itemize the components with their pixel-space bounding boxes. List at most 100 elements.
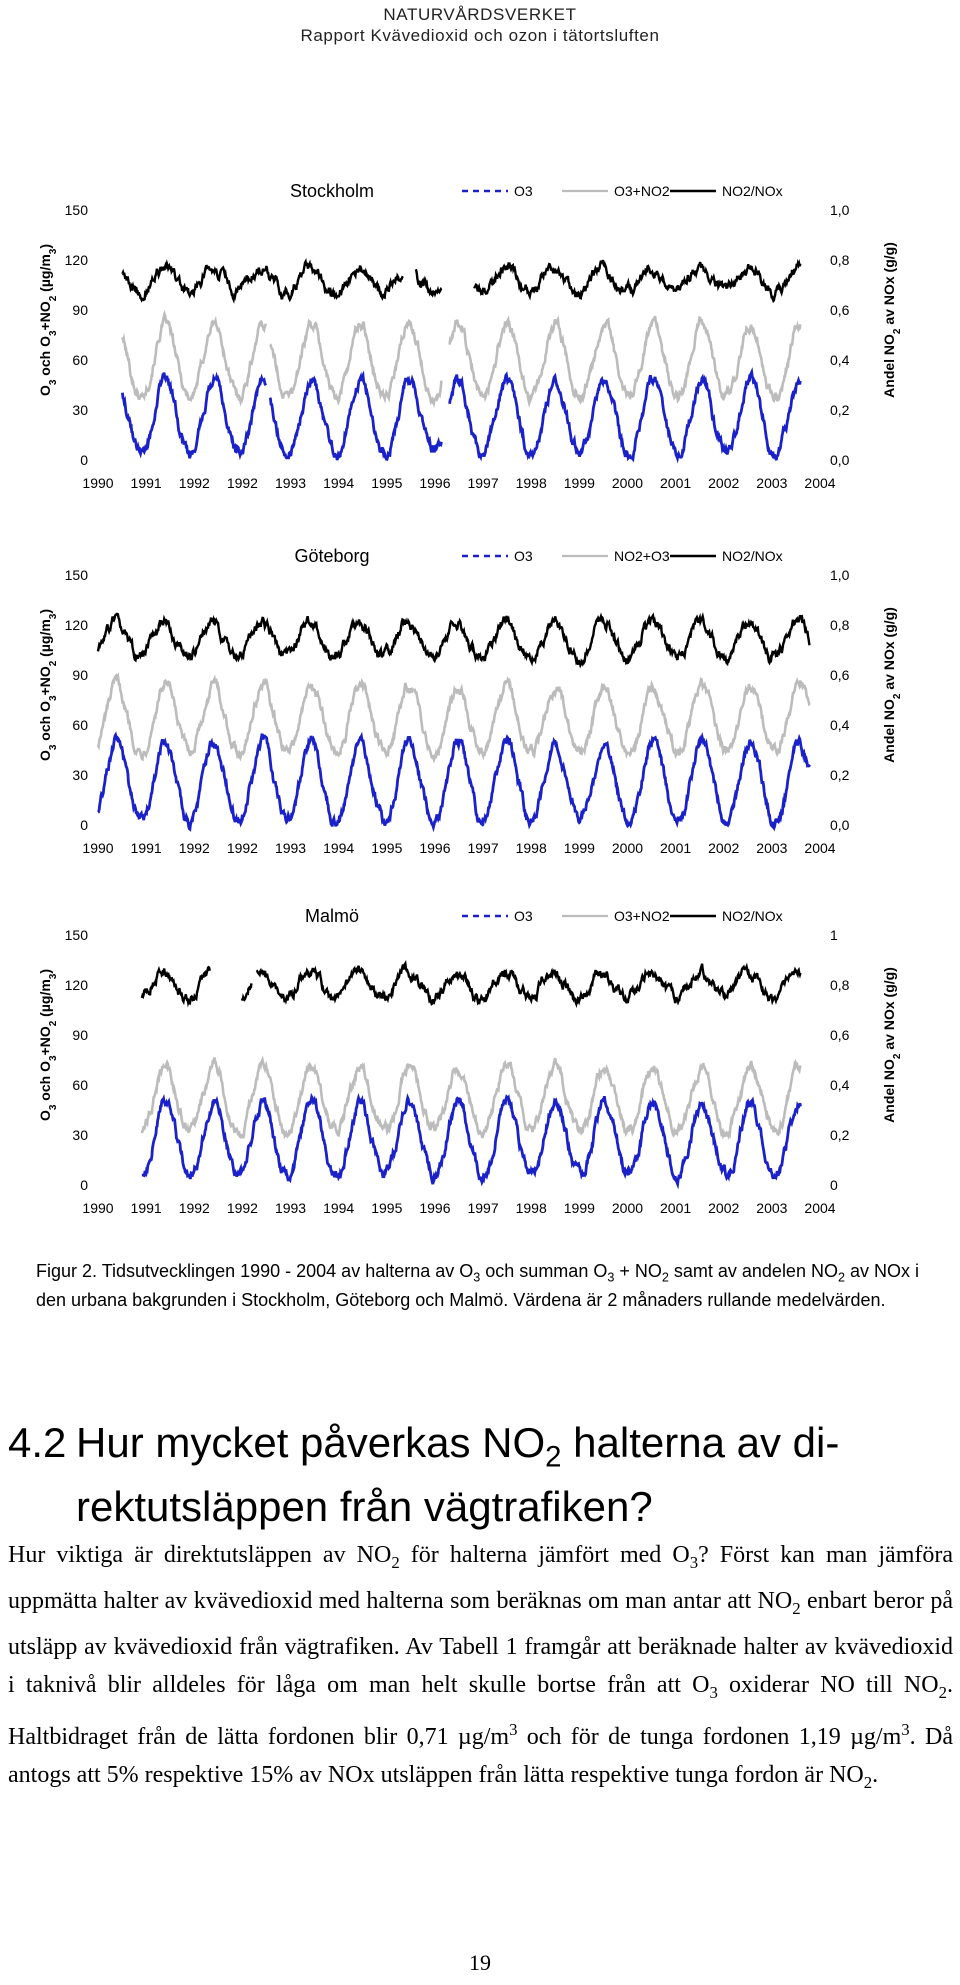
x-tick-label: 1992	[179, 475, 210, 491]
figure-caption: Figur 2. Tidsutvecklingen 1990 - 2004 av…	[36, 1261, 919, 1310]
y-left-tick-label: 0	[80, 817, 88, 833]
x-tick-label: 1992	[227, 475, 258, 491]
section-title-line2: rektutsläppen från vägtrafiken?	[76, 1483, 653, 1531]
y-axis-right-title: Andel NO2 av NOx (g/g)	[881, 607, 903, 763]
series-line-o3	[97, 731, 812, 833]
y-right-tick-label: 0,8	[830, 252, 850, 268]
y-right-tick-label: 0,2	[830, 1127, 850, 1143]
x-tick-label: 1991	[131, 475, 162, 491]
x-tick-label: 2001	[660, 1200, 691, 1216]
x-tick-label: 1991	[131, 840, 162, 856]
x-tick-label: 2004	[804, 1200, 835, 1216]
x-tick-label: 2002	[708, 840, 739, 856]
x-tick-label: 1990	[82, 840, 113, 856]
x-tick-label: 2004	[804, 840, 835, 856]
chart-title: Malmö	[305, 906, 359, 926]
x-tick-label: 2000	[612, 475, 643, 491]
section-heading: 4.2 Hur mycket påverkas NO2 halterna av d…	[8, 1418, 938, 1532]
y-right-tick-label: 0,8	[830, 977, 850, 993]
y-left-tick-label: 0	[80, 452, 88, 468]
x-tick-label: 2003	[756, 840, 787, 856]
y-right-tick-label: 0,6	[830, 667, 850, 683]
y-right-tick-label: 1,0	[830, 202, 850, 218]
x-tick-label: 2003	[756, 1200, 787, 1216]
y-right-tick-label: 1	[830, 927, 838, 943]
legend-sum-label: NO2+O3	[614, 548, 670, 564]
x-tick-label: 2003	[756, 475, 787, 491]
x-tick-label: 1999	[564, 840, 595, 856]
chart-title: Stockholm	[290, 181, 374, 201]
y-right-tick-label: 0,6	[830, 1027, 850, 1043]
x-tick-label: 2000	[612, 840, 643, 856]
x-tick-label: 1997	[467, 1200, 498, 1216]
legend-ratio-label: NO2/NOx	[722, 548, 783, 564]
y-left-tick-label: 60	[72, 717, 88, 733]
y-left-tick-label: 30	[72, 767, 88, 783]
y-right-tick-label: 0,0	[830, 817, 850, 833]
legend: O3 NO2+O3 NO2/NOx	[462, 548, 783, 564]
legend-o3-label: O3	[514, 548, 533, 564]
x-tick-label: 1992	[179, 840, 210, 856]
x-tick-label: 1999	[564, 1200, 595, 1216]
y-axis-left-title: O3 och O3+NO2 (µg/m3)	[37, 244, 59, 396]
series-line-sum	[140, 1055, 802, 1141]
legend-o3-label: O3	[514, 908, 533, 924]
legend-o3-label: O3	[514, 183, 533, 199]
x-tick-label: 1996	[419, 475, 450, 491]
y-left-tick-label: 120	[65, 252, 89, 268]
y-right-tick-label: 0,2	[830, 767, 850, 783]
x-tick-label: 1993	[275, 1200, 306, 1216]
org-name: NATURVÅRDSVERKET	[383, 5, 577, 24]
x-tick-label: 2001	[660, 840, 691, 856]
y-right-tick-label: 0,6	[830, 302, 850, 318]
legend-ratio-label: NO2/NOx	[722, 183, 783, 199]
y-left-tick-label: 150	[65, 202, 89, 218]
y-left-tick-label: 150	[65, 567, 89, 583]
chart-goteborg: Göteborg 0 30 60 90 120 150 0,0 0,2 0,4 0,6 0,8 1,0 1…	[0, 535, 960, 875]
y-left-tick-label: 150	[65, 927, 89, 943]
y-left-tick-label: 90	[72, 1027, 88, 1043]
series-line-sum	[96, 672, 811, 764]
series-line-ratio	[121, 257, 802, 304]
x-tick-label: 1992	[227, 1200, 258, 1216]
y-left-tick-label: 30	[72, 402, 88, 418]
x-tick-label: 1992	[179, 1200, 210, 1216]
y-right-tick-label: 0	[830, 1177, 838, 1193]
y-axis-left-title: O3 och O3+NO2 (µg/m3)	[37, 969, 59, 1121]
y-right-tick-label: 0,0	[830, 452, 850, 468]
report-title: Rapport Kvävedioxid och ozon i tätortslu…	[300, 26, 660, 45]
y-right-tick-label: 0,8	[830, 617, 850, 633]
x-tick-label: 1998	[516, 1200, 547, 1216]
x-tick-label: 1992	[227, 840, 258, 856]
x-tick-label: 1994	[323, 1200, 354, 1216]
y-left-tick-label: 60	[72, 1077, 88, 1093]
y-left-tick-label: 120	[65, 977, 89, 993]
x-tick-label: 1998	[516, 840, 547, 856]
x-tick-label: 1990	[82, 475, 113, 491]
x-tick-label: 2002	[708, 1200, 739, 1216]
body-paragraph: Hur viktiga är direktutsläppen av NO2 fö…	[8, 1542, 954, 1793]
x-tick-label: 1998	[516, 475, 547, 491]
series-line-o3	[141, 1092, 802, 1190]
chart-stockholm: Stockholm 0 30 60 90 120 150 0,0 0,2 0,4 0,6 0,8 1,0…	[0, 170, 960, 510]
legend-ratio-label: NO2/NOx	[722, 908, 783, 924]
series-line-ratio	[140, 959, 802, 1009]
legend-sum-label: O3+NO2	[614, 908, 670, 924]
y-axis-left-title: O3 och O3+NO2 (µg/m3)	[37, 609, 59, 761]
y-left-tick-label: 0	[80, 1177, 88, 1193]
y-axis-right-title: Andel NO2 av NOx (g/g)	[881, 242, 903, 398]
y-right-tick-label: 0,2	[830, 402, 850, 418]
y-left-tick-label: 120	[65, 617, 89, 633]
x-tick-label: 1994	[323, 840, 354, 856]
legend: O3 O3+NO2 NO2/NOx	[462, 908, 783, 924]
x-tick-label: 1995	[371, 1200, 402, 1216]
series-line-ratio	[96, 612, 811, 669]
chart-stockholm-svg: Stockholm 0 30 60 90 120 150 0,0 0,2 0,4 0,6 0,8 1,0…	[37, 181, 903, 491]
legend-sum-label: O3+NO2	[614, 183, 670, 199]
y-right-tick-label: 0,4	[830, 717, 850, 733]
x-tick-label: 1993	[275, 840, 306, 856]
page-header: NATURVÅRDSVERKET Rapport Kvävedioxid och…	[0, 4, 960, 46]
y-left-tick-label: 30	[72, 1127, 88, 1143]
chart-malmo: Malmö 0 30 60 90 120 150 0 0,2 0,4 0,6 0,8 1 1990 1991…	[0, 895, 960, 1235]
series-line-sum	[121, 309, 802, 409]
